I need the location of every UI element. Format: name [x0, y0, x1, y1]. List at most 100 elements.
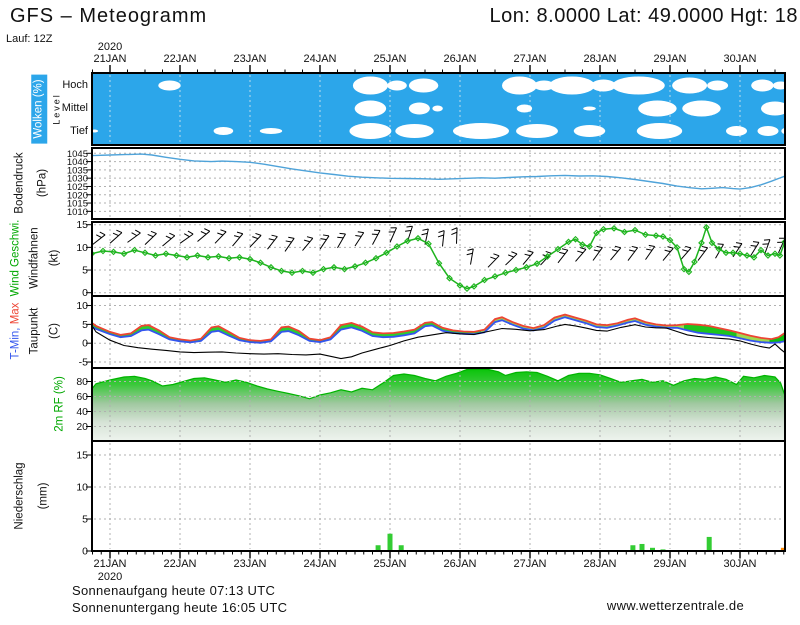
wind-speed-title: Wind Geschwi. — [9, 219, 22, 297]
humidity-area — [92, 369, 785, 441]
cloud-blob — [707, 80, 729, 91]
wind-barb-tick — [667, 246, 674, 249]
wind-marker — [481, 276, 488, 284]
wind-marker — [631, 226, 639, 234]
dewpoint-line — [92, 323, 785, 360]
wind-barb-tick — [685, 245, 692, 249]
wind-barb-tick — [664, 249, 671, 253]
precip-bar — [630, 545, 636, 551]
wind-marker — [673, 243, 681, 251]
cloud-blob — [516, 124, 558, 138]
wind-marker — [729, 249, 737, 257]
wind-barb-tick — [337, 236, 344, 239]
wind-marker — [393, 243, 401, 250]
wind-barb-staff — [627, 247, 639, 261]
wind-barb-staff — [144, 233, 157, 246]
coords-label: Lon: 8.0000 Lat: 49.0000 Hgt: 18 — [489, 5, 798, 27]
wind-barb-tick — [511, 251, 518, 255]
y-tick-label: 10 — [76, 300, 88, 312]
cloud-blob — [92, 129, 99, 133]
cloud-blob — [549, 76, 595, 95]
date-label-top: 22JAN — [163, 53, 196, 65]
wind-marker — [246, 255, 254, 263]
wind-barb-tick — [508, 254, 514, 258]
wind-barb-tick — [406, 225, 413, 228]
wind-barb-staff — [197, 230, 211, 242]
wind-marker — [533, 260, 541, 268]
panel-temperature: 10 5 0 -5 — [76, 295, 786, 369]
wind-marker — [330, 263, 338, 271]
cloud-blob — [533, 80, 555, 91]
wind-marker — [194, 252, 201, 259]
temp-unit-label: (C) — [48, 323, 61, 339]
wind-barb-staff — [575, 249, 587, 262]
wind-barb-staff — [354, 232, 365, 247]
wind-barb-tick — [255, 232, 262, 236]
wind-marker — [544, 253, 551, 260]
cloud-blob — [408, 102, 430, 115]
wind-barb-tick — [220, 229, 227, 233]
date-label-bottom: 29JAN — [653, 558, 686, 570]
wind-marker — [299, 267, 306, 275]
wind-barb-tick — [733, 245, 740, 248]
wind-barb-tick — [236, 231, 243, 235]
date-label-top: 29JAN — [653, 53, 686, 65]
wind-barb-staff — [284, 238, 295, 252]
wind-barb-tick — [437, 234, 444, 238]
wind-barb-staff — [162, 235, 176, 247]
sunset-label: Sonnenuntergang heute 16:05 UTC — [72, 600, 288, 615]
panel-humidity: 80 60 40 20 — [76, 367, 786, 442]
temp-min-label: T-Min, — [9, 327, 22, 360]
y-tick-label: 60 — [76, 391, 88, 403]
wind-barb-staff — [249, 235, 262, 248]
wind-marker — [512, 266, 520, 274]
wind-marker — [610, 224, 618, 232]
y-tick-label: 80 — [76, 376, 88, 388]
date-label-top: 25JAN — [373, 53, 406, 65]
wind-unit-label: (kt) — [48, 249, 61, 267]
cloud-blob — [516, 104, 533, 113]
cloud-blob — [761, 101, 785, 116]
wind-barb-tick — [233, 235, 241, 238]
wind-marker — [425, 240, 432, 248]
wind-marker — [456, 282, 464, 289]
wind-marker — [554, 245, 562, 253]
precip-bar — [375, 545, 381, 551]
cloud-blob — [682, 100, 721, 117]
wind-barb-tick — [200, 231, 207, 235]
y-tick-label: 1045 — [67, 149, 88, 160]
cloud-blob — [638, 100, 677, 117]
wind-marker — [600, 225, 607, 233]
wind-barb-staff — [645, 246, 656, 260]
wind-marker — [750, 253, 758, 261]
wind-marker — [565, 238, 572, 246]
wind-barb-staff — [267, 236, 278, 250]
wind-marker — [698, 239, 705, 247]
wind-marker — [120, 250, 128, 258]
wind-marker — [362, 259, 369, 267]
wind-marker — [781, 238, 785, 246]
cloud-blob — [395, 124, 434, 138]
date-label-bottom: 21JAN — [93, 558, 126, 570]
date-label-bottom: 25JAN — [373, 558, 406, 570]
wind-barb-staff — [179, 233, 194, 244]
wind-barb-tick — [559, 251, 566, 255]
wind-barb-tick — [112, 232, 119, 237]
wind-marker — [288, 269, 296, 277]
wind-marker — [642, 231, 649, 239]
wind-barb-tick — [628, 249, 636, 252]
wind-barb-tick — [545, 250, 552, 254]
wind-barb-tick — [288, 236, 295, 239]
wind-marker — [225, 254, 233, 262]
sunrise-label: Sonnenaufgang heute 07:13 UTC — [72, 583, 276, 598]
wind-barb-tick — [750, 244, 757, 247]
panel-wind: 15 10 5 0 — [76, 219, 786, 299]
wind-barb-tick — [451, 227, 458, 231]
y-tick-label: 1020 — [67, 190, 88, 201]
wind-marker — [579, 241, 586, 249]
precip-panel-title: Niederschlag — [13, 462, 26, 530]
wind-barb-tick — [147, 234, 154, 238]
temp-band-fill — [684, 324, 737, 338]
wind-barb-tick — [752, 241, 760, 243]
wind-marker — [771, 250, 779, 258]
